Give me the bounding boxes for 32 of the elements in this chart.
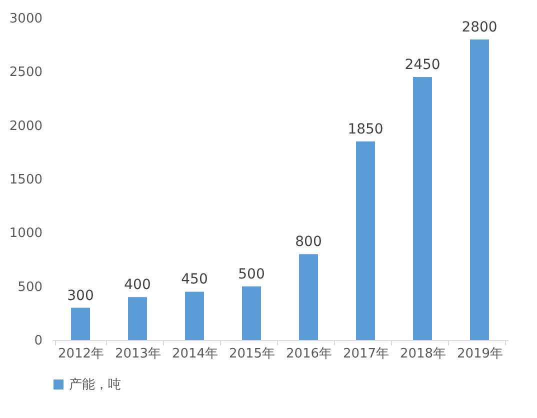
data-label: 400 [124,277,151,294]
y-tick-label: 2500 [9,65,42,80]
bar [413,77,432,340]
bar [128,297,147,340]
x-tick-label: 2015年 [228,346,276,362]
bar [356,141,375,340]
bar [299,254,318,340]
data-label: 500 [238,266,265,282]
x-tick-label: 2016年 [286,346,332,362]
data-label: 2450 [404,57,440,74]
y-tick-label: 1500 [9,172,42,188]
data-label: 800 [295,234,322,250]
y-tick-label: 2000 [9,118,42,134]
data-label: 300 [67,288,94,304]
legend-label: 产能，吨 [69,378,121,392]
x-tick-label: 2019年 [456,346,504,362]
y-tick-label: 3000 [9,12,42,26]
x-tick-label: 2012年 [58,346,104,362]
data-label: 2800 [462,19,498,36]
x-tick-label: 2018年 [400,346,446,362]
y-tick-label: 1000 [9,226,42,242]
x-tick-label: 2014年 [172,346,218,362]
data-label: 1850 [348,121,384,138]
x-tick-label: 2017年 [342,346,390,362]
y-tick-label: 500 [18,280,42,295]
y-tick-label: 0 [34,334,42,348]
bar [242,286,261,340]
bar [185,292,204,340]
bar [470,39,489,340]
bar [71,308,90,340]
data-label: 450 [181,272,208,288]
x-tick-label: 2013年 [114,346,162,362]
